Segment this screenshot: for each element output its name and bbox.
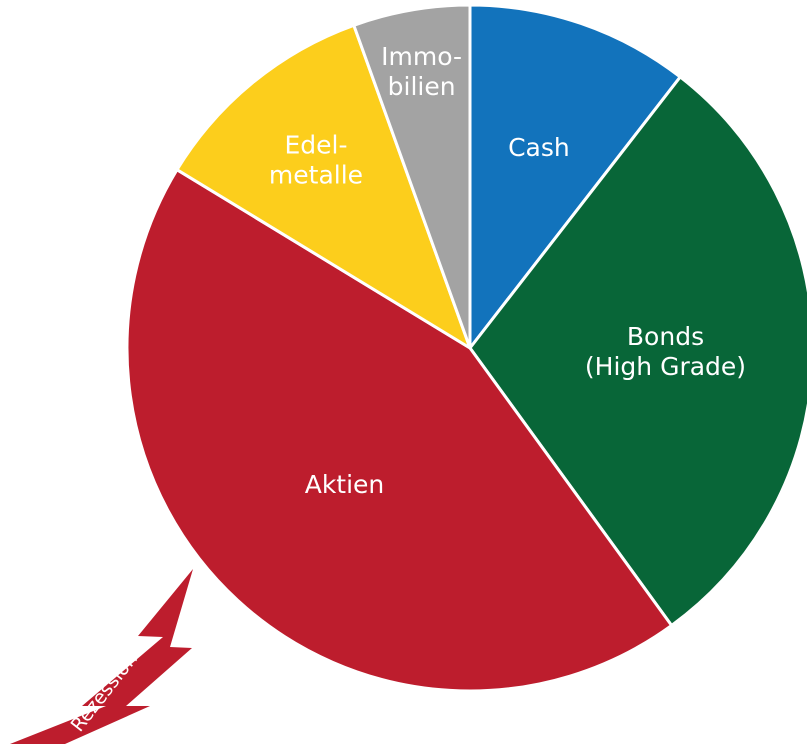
slice-label: Cash [508, 133, 570, 162]
slice-label-line: Edel- [284, 130, 347, 159]
slice-label: Immo-bilien [381, 42, 462, 101]
pie-slice-cash [468, 3, 682, 350]
slice-label-line: Cash [508, 133, 570, 162]
slice-label-line: Bonds [627, 322, 704, 351]
slice-label-line: Immo- [381, 42, 462, 71]
pie-slice-aktien [125, 168, 674, 693]
slice-label: Bonds (High Grade) [585, 322, 746, 381]
pie-labels: Cash Bonds (High Grade) Aktien Edel-metalle I… [269, 42, 746, 499]
slice-label-line: metalle [269, 160, 363, 189]
pie-slice-bonds-high-grade [468, 75, 807, 627]
slice-label-line: bilien [388, 72, 456, 101]
lightning-bolt-icon [10, 569, 193, 744]
recession-annotation: Rezession [10, 569, 193, 744]
pie-slice-edel-metalle [175, 23, 472, 350]
slice-label-line: Aktien [305, 470, 385, 499]
pie-slice-immo-bilien [352, 3, 472, 350]
slice-label: Aktien [305, 470, 385, 499]
slice-label: Edel-metalle [269, 130, 363, 189]
pie-slices [125, 3, 807, 693]
slice-label-line: (High Grade) [585, 352, 746, 381]
